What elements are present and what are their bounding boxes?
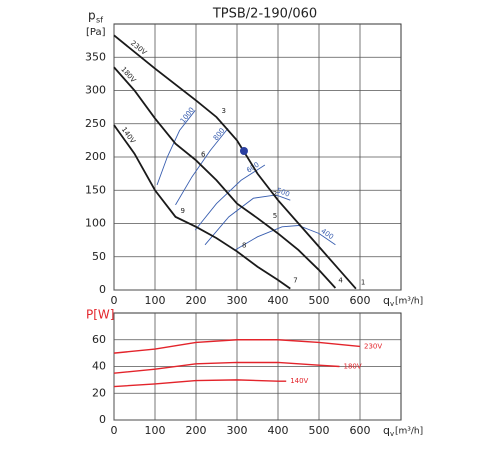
y-tick-label: 300 [85,84,106,97]
x-tick-label: 100 [145,294,166,307]
chart-title: TPSB/2-190/060 [212,7,317,22]
y-unit: [Pa] [86,27,106,38]
series-label: 230V [364,342,382,350]
y-tick-label: 60 [92,333,106,346]
x-label: q [383,294,390,307]
y-tick-label: 0 [99,413,106,426]
x-unit: [m³/h] [395,427,423,437]
y-tick-label: 20 [92,386,106,399]
point-label: 4 [338,277,343,285]
series-line [113,361,340,374]
x-tick-label: 600 [350,294,371,307]
efficiency-label: 800 [212,127,227,142]
point-label: 6 [201,150,206,158]
series-line [113,339,361,354]
efficiency-curve [194,164,266,231]
y-tick-label: 40 [92,360,106,373]
x-tick-label: 400 [268,294,289,307]
efficiency-label: 1000 [179,106,196,125]
x-tick-label: 0 [111,294,118,307]
x-tick-label: 600 [350,424,371,437]
efficiency-curve [156,110,196,186]
x-tick-label: 200 [186,424,207,437]
series-line [113,124,291,290]
efficiency-curve [234,225,336,251]
series-label: 180V [344,363,362,371]
series-line [113,34,357,290]
y-tick-label: 100 [85,217,106,230]
series-label: 140V [290,377,308,385]
x-unit: [m³/h] [395,297,423,307]
y-tick-label: 350 [85,50,106,63]
y-tick-label: 250 [85,117,106,130]
efficiency-curve [204,194,291,246]
x-tick-label: 200 [186,294,207,307]
y-tick-label: 150 [85,183,106,196]
point-label: 1 [361,279,365,287]
y-label: P[W] [86,308,114,322]
x-label-sub: v [390,300,394,308]
point-label: 5 [273,212,277,220]
series-line [113,66,337,289]
x-tick-label: 500 [309,294,330,307]
x-tick-label: 500 [309,424,330,437]
operating-point [239,147,248,156]
x-tick-label: 300 [227,424,248,437]
efficiency-curve [175,128,229,206]
x-tick-label: 100 [145,424,166,437]
series-line [113,379,287,388]
y-tick-label: 50 [92,250,106,263]
x-label: q [383,424,390,437]
point-label: 8 [242,241,246,249]
x-label-sub: v [390,430,394,438]
y-label-sub: sf [96,16,103,25]
y-label: p [88,9,96,23]
point-label: 3 [222,107,226,115]
x-tick-label: 400 [268,424,289,437]
x-tick-label: 0 [111,424,118,437]
point-label: 9 [181,207,185,215]
y-tick-label: 200 [85,150,106,163]
y-tick-label: 0 [99,283,106,296]
point-label: 2 [273,190,277,198]
x-tick-label: 300 [227,294,248,307]
point-label: 7 [293,277,297,285]
